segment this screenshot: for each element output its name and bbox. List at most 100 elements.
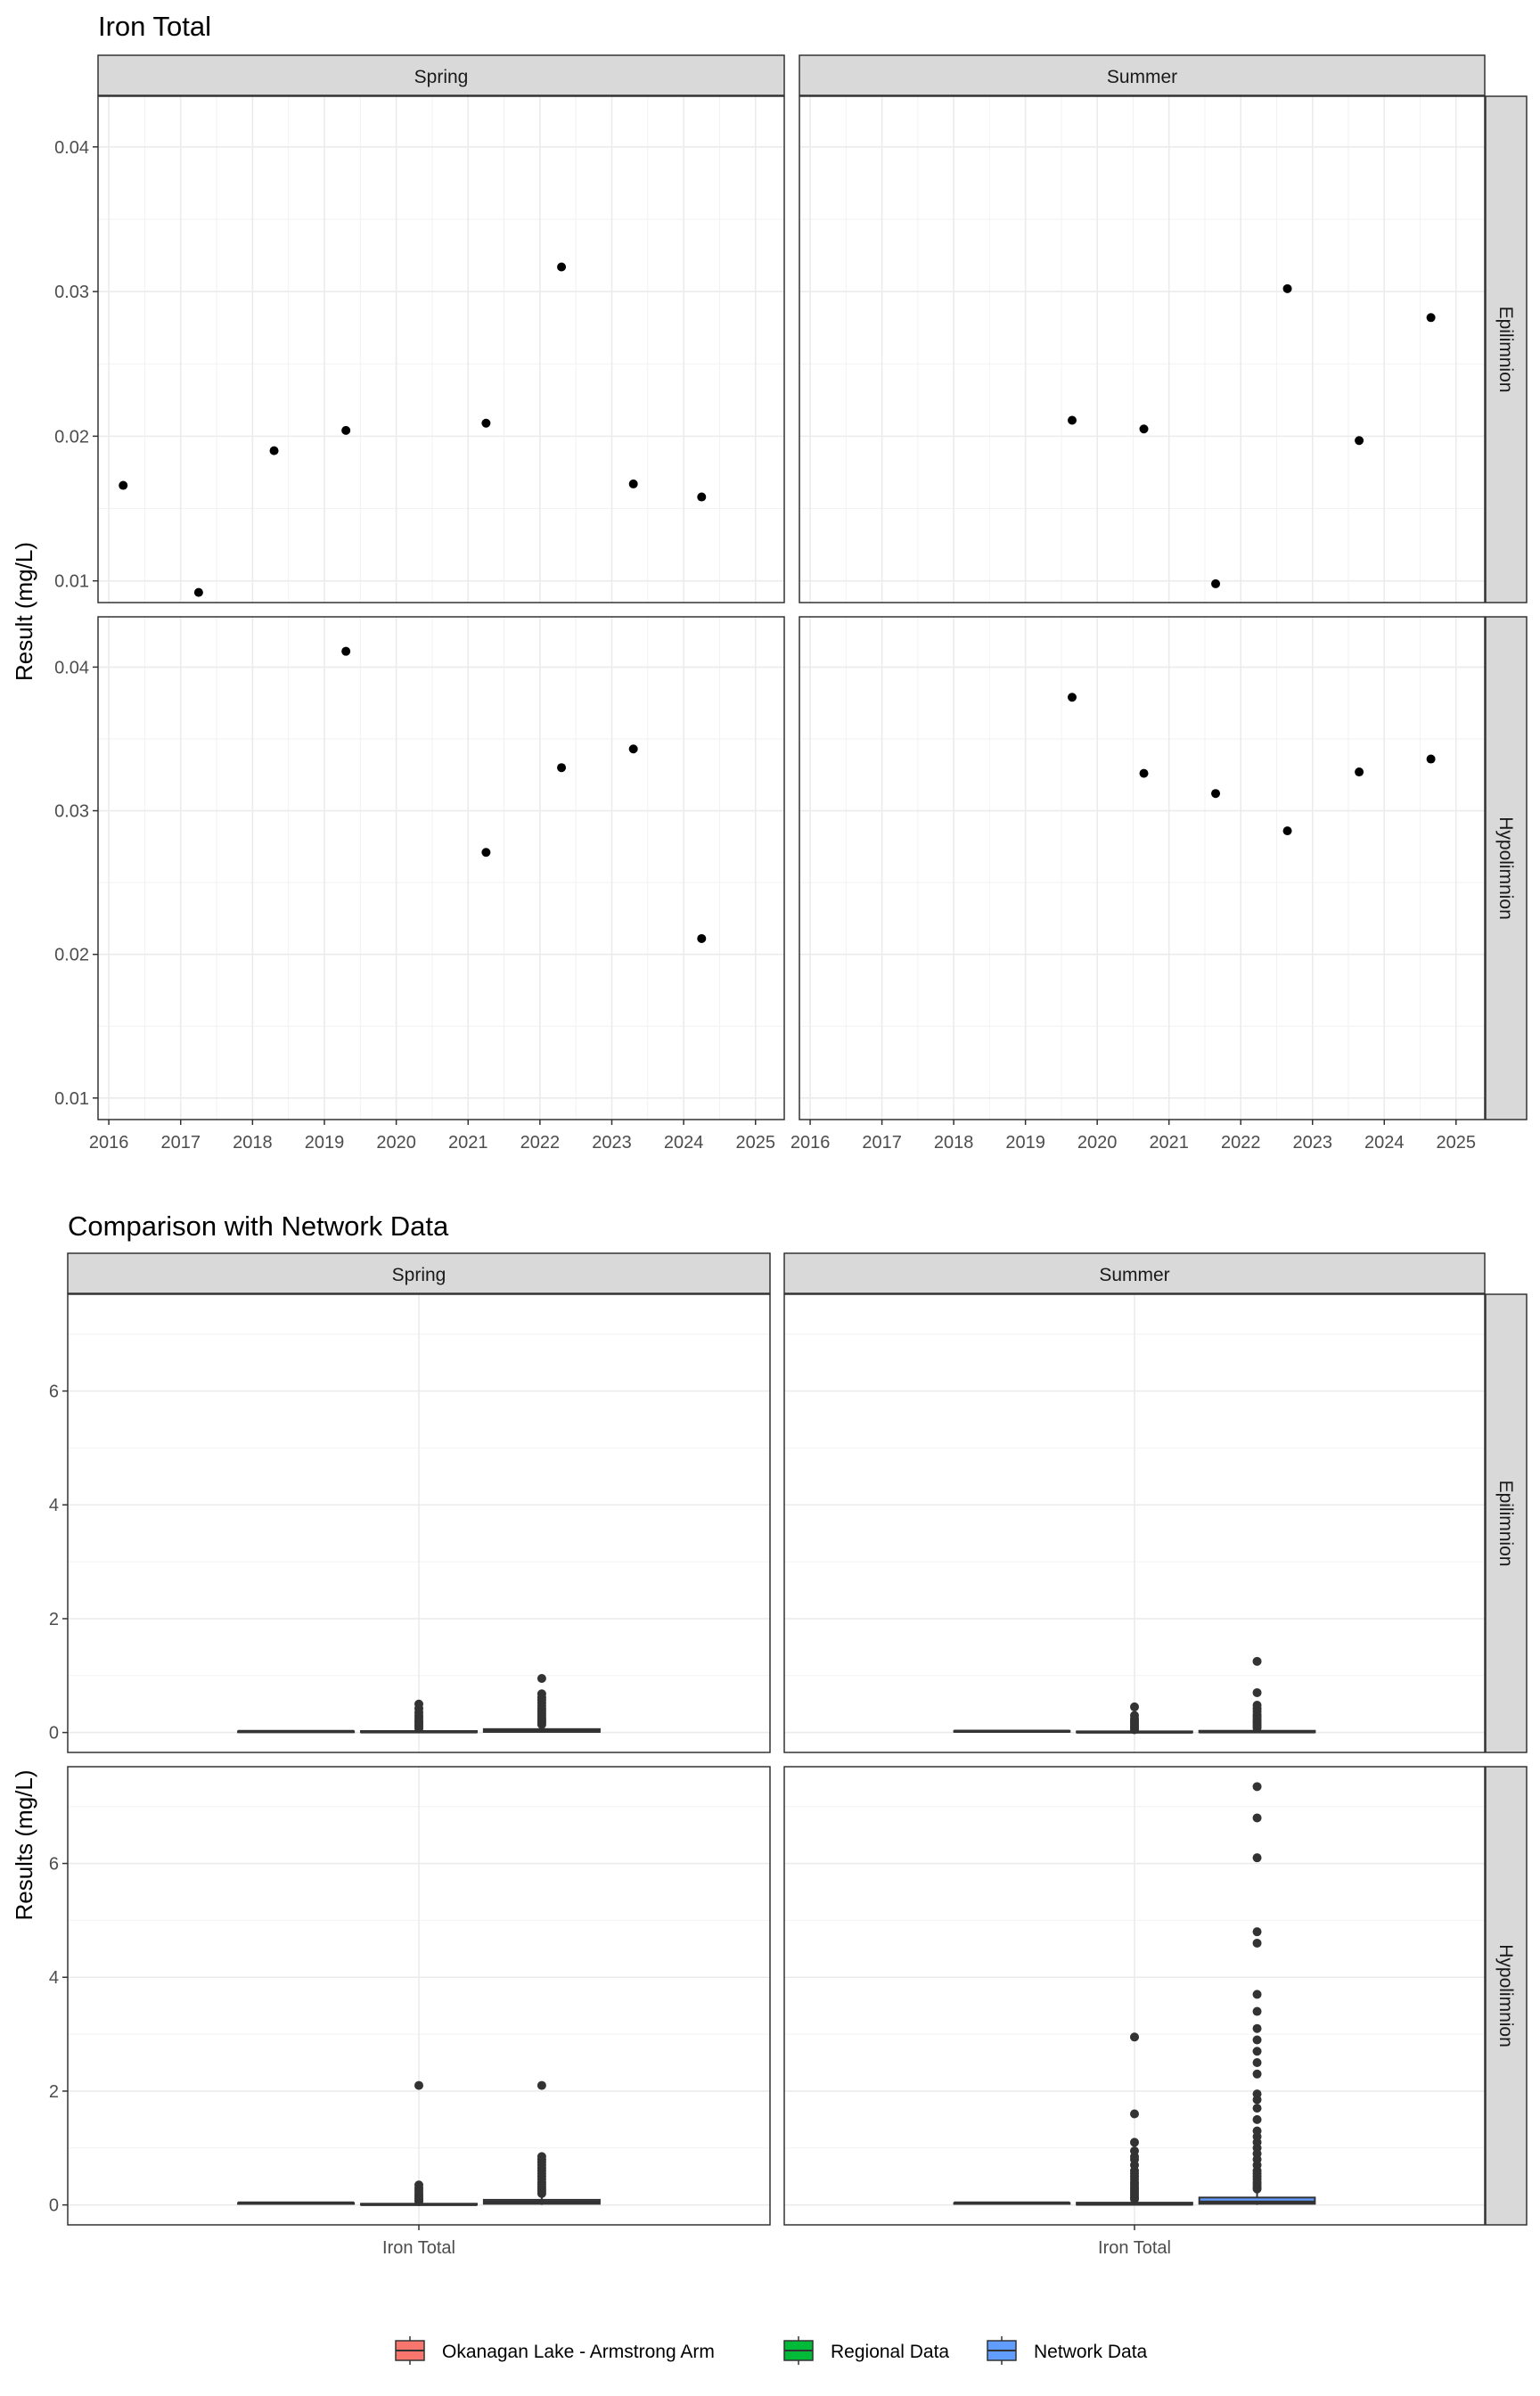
outlier-point <box>1252 2023 1262 2033</box>
data-point <box>1211 789 1221 799</box>
strip-label-hypolimnion-top: Hypolimnion <box>1495 816 1516 920</box>
box-network-data <box>482 1673 601 1734</box>
outlier-point <box>1252 1853 1262 1863</box>
y-tick-label: 2 <box>49 1610 59 1629</box>
box-network-data <box>1198 1782 1316 2205</box>
x-tick-label: 2020 <box>376 1133 416 1153</box>
x-tick-label: Iron Total <box>382 2238 455 2258</box>
x-tick-label: 2025 <box>1437 1133 1477 1153</box>
outlier-point <box>1252 1990 1262 1999</box>
data-point <box>119 480 128 490</box>
outlier-point <box>537 1673 546 1683</box>
legend-item-regional-data: Regional Data <box>783 2336 949 2365</box>
box-regional-data <box>1076 2032 1193 2206</box>
panel-border <box>799 95 1486 603</box>
y-axis-label-results: Results (mg/L) <box>11 1769 37 1920</box>
box-okanagan-lake-armstrong-arm <box>953 1729 1071 1734</box>
y-tick-label: 0 <box>49 1724 59 1744</box>
panel-border <box>67 1293 771 1753</box>
panel-border <box>799 616 1486 1120</box>
y-tick-label: 0.03 <box>54 802 89 822</box>
y-tick-label: 6 <box>49 1855 59 1875</box>
legend-label: Regional Data <box>831 2342 949 2362</box>
legend: Okanagan Lake - Armstrong Arm Regional Da… <box>395 2336 1148 2365</box>
strip-spring-bottom <box>67 1252 771 1294</box>
data-point <box>1282 826 1292 836</box>
x-tick-label: 2018 <box>934 1133 974 1153</box>
x-tick-label: 2023 <box>592 1133 632 1153</box>
data-point <box>269 446 279 455</box>
outlier-point <box>1252 2104 1262 2113</box>
outlier-point <box>1252 2089 1262 2099</box>
chart-title-iron-total: Iron Total <box>98 11 211 42</box>
outlier-point <box>537 2152 546 2162</box>
outlier-point <box>1252 1938 1262 1948</box>
outlier-point <box>1252 1701 1262 1711</box>
y-tick-label: 4 <box>49 1968 59 1988</box>
x-tick-label: 2017 <box>862 1133 902 1153</box>
panel-border <box>97 95 785 603</box>
outlier-point <box>1130 1702 1139 1711</box>
box-network-data <box>482 2080 601 2205</box>
strip-epilimnion-top <box>1485 95 1528 603</box>
data-point <box>1355 767 1364 777</box>
x-tick-label: 2019 <box>305 1133 345 1153</box>
x-tick-label: 2022 <box>1221 1133 1261 1153</box>
strip-epilimnion-bottom <box>1485 1293 1528 1753</box>
outlier-point <box>1252 2006 1262 2016</box>
y-tick-label: 6 <box>49 1383 59 1402</box>
outlier-point <box>1252 2114 1262 2124</box>
y-tick-label: 0.04 <box>54 138 89 158</box>
data-point <box>1355 436 1364 446</box>
y-tick-label: 0.02 <box>54 946 89 965</box>
outlier-point <box>1252 1813 1262 1823</box>
x-tick-label: 2016 <box>89 1133 129 1153</box>
strip-label-spring-bottom: Spring <box>392 1265 446 1285</box>
strip-summer-top <box>799 54 1486 96</box>
legend-item-okanagan-lake-armstrong-arm: Okanagan Lake - Armstrong Arm <box>395 2336 715 2365</box>
legend-label: Network Data <box>1034 2342 1148 2362</box>
y-tick-label: 0.04 <box>54 658 89 677</box>
x-tick-label: 2022 <box>520 1133 561 1153</box>
data-point <box>481 418 491 428</box>
data-point <box>1139 424 1149 434</box>
data-point <box>1067 693 1077 702</box>
x-tick-label: 2024 <box>1364 1133 1405 1153</box>
strip-label-epilimnion-bottom: Epilimnion <box>1495 1481 1516 1567</box>
data-point <box>341 646 351 656</box>
panel-spring-hypolimnion <box>97 616 785 1120</box>
outlier-point <box>1252 1782 1262 1792</box>
y-tick-label: 2 <box>49 2082 59 2102</box>
strip-spring-top <box>97 54 785 96</box>
x-tick-label: 2025 <box>735 1133 775 1153</box>
y-tick-label: 0.03 <box>54 283 89 302</box>
outlier-point <box>1252 1656 1262 1666</box>
strip-label-summer-top: Summer <box>1107 67 1177 87</box>
x-tick-label: 2016 <box>790 1133 831 1153</box>
outlier-point <box>1252 2058 1262 2068</box>
panel-spring-epilimnion <box>97 95 785 603</box>
strip-label-epilimnion-top: Epilimnion <box>1495 307 1516 393</box>
x-tick-label: 2019 <box>1005 1133 1045 1153</box>
x-tick-label: Iron Total <box>1098 2238 1171 2258</box>
x-tick-label: 2017 <box>160 1133 201 1153</box>
data-point <box>1426 754 1436 764</box>
outlier-point <box>1252 1927 1262 1937</box>
data-point <box>697 933 707 943</box>
y-tick-label: 0.02 <box>54 427 89 447</box>
outlier-point <box>1252 2126 1262 2136</box>
panel-background <box>98 96 784 603</box>
panel-spring-epilimnion-box <box>67 1293 771 1753</box>
data-point <box>1139 768 1149 778</box>
legend-item-network-data: Network Data <box>987 2336 1148 2365</box>
scatter-figure: Spring Summer Epilimnion Hypolimnion 0.01 0.0… <box>54 54 1528 1153</box>
data-point <box>1067 415 1077 425</box>
strip-label-hypolimnion-bottom: Hypolimnion <box>1495 1944 1516 2047</box>
boxplot-figure: Spring Summer Epilimnion Hypolimnion 0 2 4 6 0 2 4… <box>49 1252 1528 2258</box>
x-tick-label: 2021 <box>448 1133 488 1153</box>
data-point <box>697 492 707 502</box>
outlier-point <box>414 2180 423 2190</box>
data-point <box>557 763 567 773</box>
strip-hypolimnion-top <box>1485 616 1528 1120</box>
outlier-point <box>1252 2035 1262 2045</box>
